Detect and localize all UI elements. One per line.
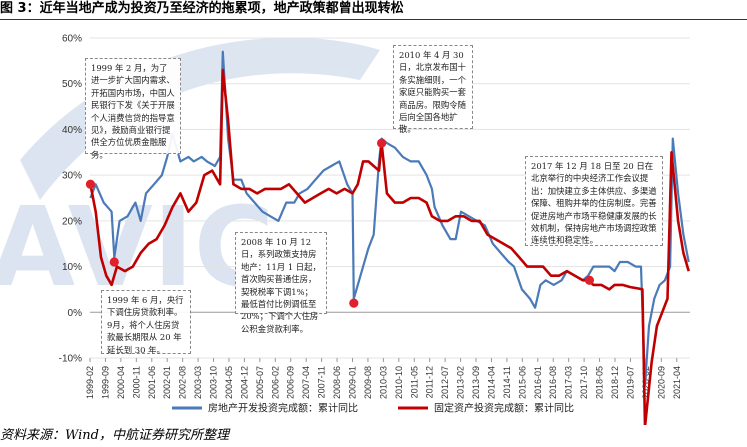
x-tick-label: 2011-12 (425, 366, 435, 398)
x-tick-label: 2001-06 (147, 366, 157, 399)
x-tick-label: 2009-08 (363, 366, 373, 399)
y-tick-label: 0% (68, 308, 83, 319)
y-tick-label: 10% (62, 262, 82, 273)
x-tick-label: 2016-01 (533, 366, 543, 399)
y-tick-label: 20% (62, 216, 82, 227)
x-tick-label: 2006-09 (286, 366, 296, 399)
x-tick-label: 2003-10 (209, 366, 219, 399)
x-tick-label: 2017-03 (564, 366, 574, 399)
y-tick-label: 40% (62, 125, 82, 136)
x-tick-label: 2007-04 (301, 366, 311, 399)
annotation-2010-apr: 2010 年 4 月 30日，北京发布国十条实施细则，一个家庭只能购买一套商品房… (393, 45, 473, 134)
x-tick-label: 2004-05 (224, 366, 234, 399)
x-tick-label: 2004-12 (239, 366, 249, 399)
chart-legend: 房地产开发投资完成额：累计同比 固定资产投资完成额：累计同比 (172, 402, 574, 415)
x-tick-label: 2018-12 (610, 366, 620, 399)
x-tick-label: 2015-06 (517, 366, 527, 399)
x-tick-label: 2013-02 (456, 366, 466, 399)
event-marker (377, 138, 387, 148)
x-tick-label: 2005-07 (255, 366, 265, 399)
x-tick-label: 2012-07 (440, 366, 450, 399)
x-tick-label: 2000-04 (116, 366, 126, 399)
line-chart: AVIC -10%0%10%20%30%40%50%60% 1999-02 199… (0, 34, 690, 425)
x-tick-label: 2020-09 (656, 366, 666, 399)
event-marker (85, 179, 96, 189)
x-tick-label: 2014-11 (502, 366, 512, 398)
x-tick-label: 2002-01 (162, 366, 172, 399)
y-tick-label: 30% (62, 171, 82, 182)
x-tick-label: 2009-01 (348, 366, 358, 399)
figure-title: 图 3：近年当地产成为投资乃至经济的拖累项，地产政策都曾出现转松 (0, 1, 404, 16)
x-tick-label: 2003-03 (193, 366, 203, 399)
x-tick-label: 2008-06 (332, 366, 342, 399)
x-tick-label: 2016-08 (548, 366, 558, 399)
x-tick-label: 1999-02 (85, 366, 95, 399)
svg-text:AVIC: AVIC (0, 183, 274, 311)
x-tick-label: 2010-03 (378, 366, 388, 399)
series-line-fixed-asset (89, 68, 690, 425)
legend-label-real-estate: 房地产开发投资完成额：累计同比 (208, 402, 358, 415)
x-tick-label: 2002-08 (178, 366, 188, 399)
y-tick-label: -10% (59, 354, 82, 365)
x-tick-label: 2019-07 (625, 366, 635, 399)
x-tick-label: 2011-05 (409, 366, 419, 398)
x-tick-label: 2006-02 (270, 366, 280, 399)
event-marker (584, 275, 595, 285)
source-note: 资料来源：Wind，中航证券研究所整理 (0, 428, 229, 443)
x-tick-label: 2000-11 (131, 366, 141, 398)
series-line-real-estate (89, 50, 690, 387)
event-marker (109, 257, 119, 267)
annotation-2008-oct: 2008 年 10 月 12 日，系列政策支持房地产：11月 1 日起，首次购买… (235, 232, 327, 334)
x-tick-label: 2007-11 (317, 366, 327, 398)
chart-series (89, 50, 690, 425)
y-axis: -10% 0% 10% 20% 30% 40% 50% 60% (59, 34, 82, 365)
y-tick-label: 50% (62, 79, 82, 90)
x-tick-label: 1999-09 (100, 366, 110, 399)
x-tick-label: 2018-05 (595, 366, 605, 399)
x-tick-label: 2014-04 (486, 366, 496, 399)
x-tick-label: 2017-10 (579, 366, 589, 399)
event-marker (349, 298, 359, 308)
chart-markers (85, 138, 595, 308)
annotation-2017-dec: 2017 年 12 月 18 日至 20 日在北京举行的中央经济工作会议提出：加… (525, 156, 663, 246)
annotation-1999-jun: 1999 年 6 月，央行下调住房贷款利率。 9月，将个人住房贷款最长期限从 2… (101, 290, 191, 355)
x-axis: 1999-02 1999-09 2000-04 2000-11 2001-06 2002-… (85, 358, 682, 399)
legend-label-fixed-asset: 固定资产投资完成额：累计同比 (434, 402, 574, 415)
x-tick-label: 2010-10 (394, 366, 404, 399)
x-tick-label: 2021-04 (672, 366, 682, 399)
title-divider (0, 19, 747, 20)
y-tick-label: 60% (62, 34, 82, 45)
annotation-1999-feb: 1999 年 2 月，为了进一步扩大国内需求、开拓国内市场，中国人民银行下发《关… (85, 58, 181, 160)
x-tick-label: 2013-09 (471, 366, 481, 399)
